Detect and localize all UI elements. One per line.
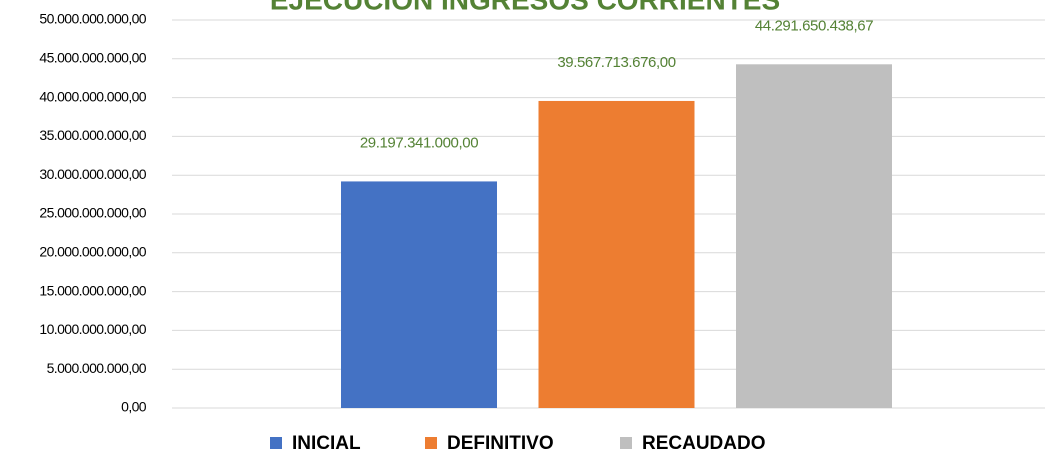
bar xyxy=(736,64,892,409)
legend-swatch xyxy=(270,437,282,449)
y-tick-label: 30.000.000.000,00 xyxy=(39,166,146,182)
y-tick-label: 10.000.000.000,00 xyxy=(39,321,146,337)
y-tick-label: 50.000.000.000,00 xyxy=(39,11,146,27)
legend-label: DEFINITIVO xyxy=(447,433,554,454)
y-tick-label: 5.000.000.000,00 xyxy=(47,360,147,376)
y-tick-label: 20.000.000.000,00 xyxy=(39,244,146,260)
y-tick-label: 45.000.000.000,00 xyxy=(39,50,146,66)
legend-swatch xyxy=(620,437,632,449)
y-tick-label: 25.000.000.000,00 xyxy=(39,205,146,221)
legend-label: INICIAL xyxy=(292,433,361,454)
bar xyxy=(341,181,497,408)
data-label: 44.291.650.438,67 xyxy=(755,17,873,34)
data-label: 39.567.713.676,00 xyxy=(557,54,675,71)
data-label: 29.197.341.000,00 xyxy=(360,134,478,151)
y-tick-label: 35.000.000.000,00 xyxy=(39,127,146,143)
y-tick-label: 15.000.000.000,00 xyxy=(39,282,146,298)
y-tick-label: 0,00 xyxy=(121,399,147,415)
y-tick-label: 40.000.000.000,00 xyxy=(39,88,146,104)
legend-label: RECAUDADO xyxy=(642,433,766,454)
chart-title: EJECUCIÓN INGRESOS CORRIENTES xyxy=(270,0,780,15)
legend-swatch xyxy=(425,437,437,449)
bar xyxy=(538,100,695,409)
